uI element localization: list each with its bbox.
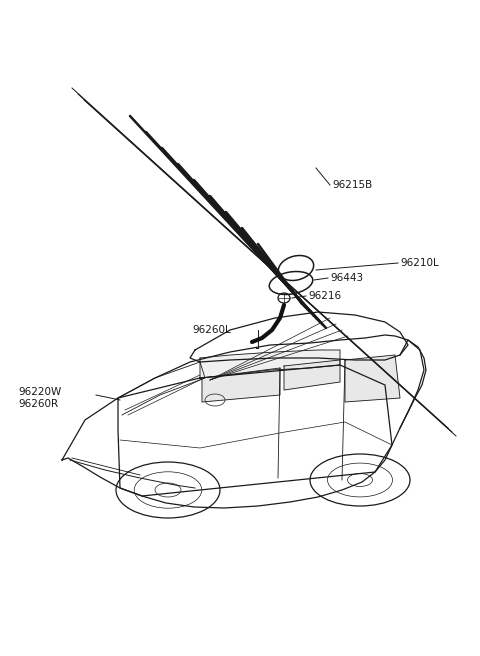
Text: 96210L: 96210L <box>400 258 439 268</box>
Text: 96260L: 96260L <box>192 325 231 335</box>
Polygon shape <box>202 368 280 402</box>
Text: 96443: 96443 <box>330 273 363 283</box>
Text: 96220W: 96220W <box>18 387 61 397</box>
Text: 96215B: 96215B <box>332 180 372 190</box>
Polygon shape <box>200 350 340 378</box>
Polygon shape <box>345 355 400 402</box>
Polygon shape <box>284 360 340 390</box>
Text: 96216: 96216 <box>308 291 341 301</box>
Text: 96260R: 96260R <box>18 399 58 409</box>
